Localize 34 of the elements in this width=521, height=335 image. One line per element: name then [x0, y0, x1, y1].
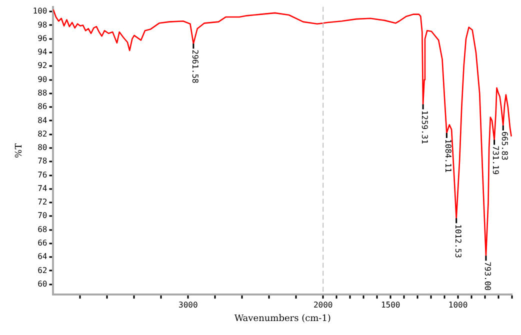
y-tick-label: 88: [38, 88, 48, 98]
x-tick-label: 1000: [448, 300, 468, 310]
y-tick-label: 76: [38, 170, 48, 180]
y-tick-label: 86: [38, 102, 48, 112]
y-tick-label: 82: [38, 129, 48, 138]
y-tick-label: 74: [38, 184, 48, 193]
annotation: 1012.53: [453, 224, 462, 258]
annotation: 665.83: [500, 131, 510, 161]
y-tick-label: 80: [38, 143, 48, 152]
x-tick-label: 2000: [313, 300, 333, 310]
y-tick-label: 92: [38, 61, 48, 70]
y-tick-label: 70: [38, 211, 48, 220]
annotation: 793.00: [482, 262, 492, 291]
y-tick-label: 64: [38, 252, 48, 262]
y-axis-title: %T: [14, 143, 25, 158]
y-tick-label: 98: [38, 20, 48, 30]
y-tick-label: 94: [38, 48, 48, 57]
annotation: 1084.11: [444, 138, 453, 173]
annotation: 2961.58: [190, 50, 200, 84]
y-tick-label: 96: [38, 34, 48, 43]
y-tick-label: 90: [38, 74, 48, 84]
y-tick-label: 60: [38, 279, 48, 288]
annotation: 731.19: [491, 146, 500, 175]
y-tick-label: 84: [38, 116, 48, 125]
y-tick-label: 62: [38, 266, 48, 275]
annotation: 1259.31: [420, 110, 429, 144]
y-tick-label: 100: [32, 6, 48, 16]
x-tick-label: 1500: [380, 300, 400, 310]
x-tick-label: 3000: [178, 300, 198, 310]
x-axis-title: Wavenumbers (cm-1): [234, 314, 331, 324]
y-tick-label: 72: [38, 198, 48, 207]
y-tick-label: 78: [38, 156, 48, 166]
y-tick-label: 66: [38, 238, 48, 248]
y-tick-label: 68: [38, 224, 48, 234]
